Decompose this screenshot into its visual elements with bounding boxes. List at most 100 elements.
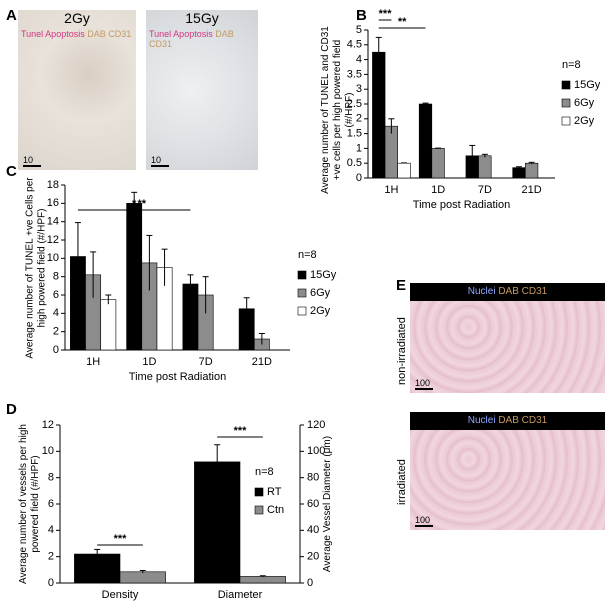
y-tick-label: 0 (53, 344, 59, 356)
y-tick-label: 6 (48, 498, 54, 510)
y-tick-label: 6 (53, 289, 59, 301)
x-tick-label: 7D (199, 356, 213, 368)
panel-label: D (6, 401, 17, 418)
significance-label: *** (379, 8, 393, 20)
legend-label: 15Gy (574, 79, 601, 91)
y-tick-label: 10 (47, 252, 59, 264)
panel-label: E (396, 277, 406, 294)
legend-swatch (561, 116, 571, 126)
y-tick-label: 3 (356, 83, 362, 95)
scale-bar: 10 (23, 155, 41, 167)
y-tick-label: 4.5 (347, 39, 362, 51)
legend-swatch (254, 487, 264, 497)
y-axis-title: Average number of TUNEL and CD31 +ve cel… (320, 26, 355, 194)
panel-label: B (356, 7, 367, 24)
y2-tick-label: 60 (307, 498, 319, 510)
y-tick-label: 8 (48, 472, 54, 484)
image-title: 2Gy (64, 10, 90, 26)
y-tick-label: 16 (47, 197, 59, 209)
legend-label: 15Gy (310, 269, 337, 281)
note: n=8 (298, 249, 317, 261)
scale-bar: 10 (151, 155, 169, 167)
y-tick-label: 8 (53, 271, 59, 283)
y2-tick-label: 120 (307, 419, 325, 431)
x-tick-label: 1D (142, 356, 156, 368)
x-tick-label: 1D (431, 184, 445, 196)
micrograph: 15Gy Tunel Apoptosis DAB CD31 10 (146, 10, 258, 170)
bar (512, 167, 526, 179)
bar (397, 162, 411, 179)
scale-bar: 100 (415, 378, 433, 390)
y-tick-label: 4 (53, 307, 59, 319)
y-tick-label: 2 (356, 113, 362, 125)
stain-label: Nuclei DAB CD31 (410, 283, 605, 301)
bar (372, 51, 386, 179)
y-tick-label: 0 (48, 577, 54, 589)
stain-label: Tunel Apoptosis DAB CD31 (149, 29, 258, 49)
significance-label: ** (138, 198, 147, 210)
x-tick-label: 1H (384, 184, 398, 196)
y-tick-label: 0.5 (347, 157, 362, 169)
legend-swatch (297, 288, 307, 298)
y2-tick-label: 40 (307, 524, 319, 536)
legend-swatch (297, 270, 307, 280)
legend-label: 2Gy (574, 115, 595, 127)
legend-swatch (561, 98, 571, 108)
legend-label: 6Gy (310, 287, 331, 299)
stain: Tunel Apoptosis (21, 29, 85, 39)
bar (525, 162, 539, 179)
legend-swatch (254, 505, 264, 515)
x-tick-label: Diameter (218, 589, 263, 601)
significance-label: ** (398, 16, 407, 28)
stain: DAB CD31 (498, 415, 548, 426)
y-tick-label: 4 (48, 524, 54, 536)
bar (182, 283, 199, 351)
bar (384, 125, 398, 179)
y-tick-label: 18 (47, 179, 59, 191)
x-axis-title: Time post Radiation (413, 199, 510, 211)
note: n=8 (255, 466, 274, 478)
legend-label: Ctn (267, 504, 284, 516)
stain: Nuclei (467, 415, 496, 426)
y-tick-label: 12 (42, 419, 54, 431)
micrograph: 2Gy Tunel Apoptosis DAB CD31 10 (18, 10, 136, 170)
image-title: 15Gy (185, 10, 219, 26)
y-tick-label: 4 (356, 54, 362, 66)
y-tick-label: 3.5 (347, 68, 362, 80)
bar (431, 148, 445, 179)
y-tick-label: 2 (48, 551, 54, 563)
x-axis-title: Time post Radiation (129, 371, 226, 383)
y2-tick-label: 80 (307, 472, 319, 484)
legend-label: 2Gy (310, 305, 331, 317)
legend-label: 6Gy (574, 97, 595, 109)
bar (119, 571, 166, 584)
significance-label: *** (234, 425, 248, 437)
x-tick-label: 1H (86, 356, 100, 368)
stain: Nuclei (467, 286, 496, 297)
panel-label: A (6, 7, 17, 24)
legend-swatch (297, 306, 307, 316)
stain-label: Nuclei DAB CD31 (410, 412, 605, 430)
stain-label: Tunel Apoptosis DAB CD31 (21, 29, 131, 39)
x-tick-label: 7D (478, 184, 492, 196)
legend-swatch (561, 80, 571, 90)
note: n=8 (562, 59, 581, 71)
bar (239, 576, 286, 584)
stain: DAB CD31 (87, 29, 132, 39)
stain: DAB CD31 (149, 29, 234, 49)
bar (478, 155, 492, 179)
bar (194, 461, 241, 584)
micrograph: Nuclei DAB CD31 100 (410, 412, 605, 530)
legend-label: RT (267, 486, 282, 498)
bar (100, 299, 117, 351)
y-tick-label: 1.5 (347, 128, 362, 140)
significance-label: * (132, 198, 137, 210)
y2-tick-label: 0 (307, 577, 313, 589)
significance-label: *** (114, 533, 128, 545)
x-tick-label: 21D (522, 184, 542, 196)
panel-label: C (6, 163, 17, 180)
x-tick-label: Density (102, 589, 139, 601)
x-tick-label: 21D (252, 356, 272, 368)
